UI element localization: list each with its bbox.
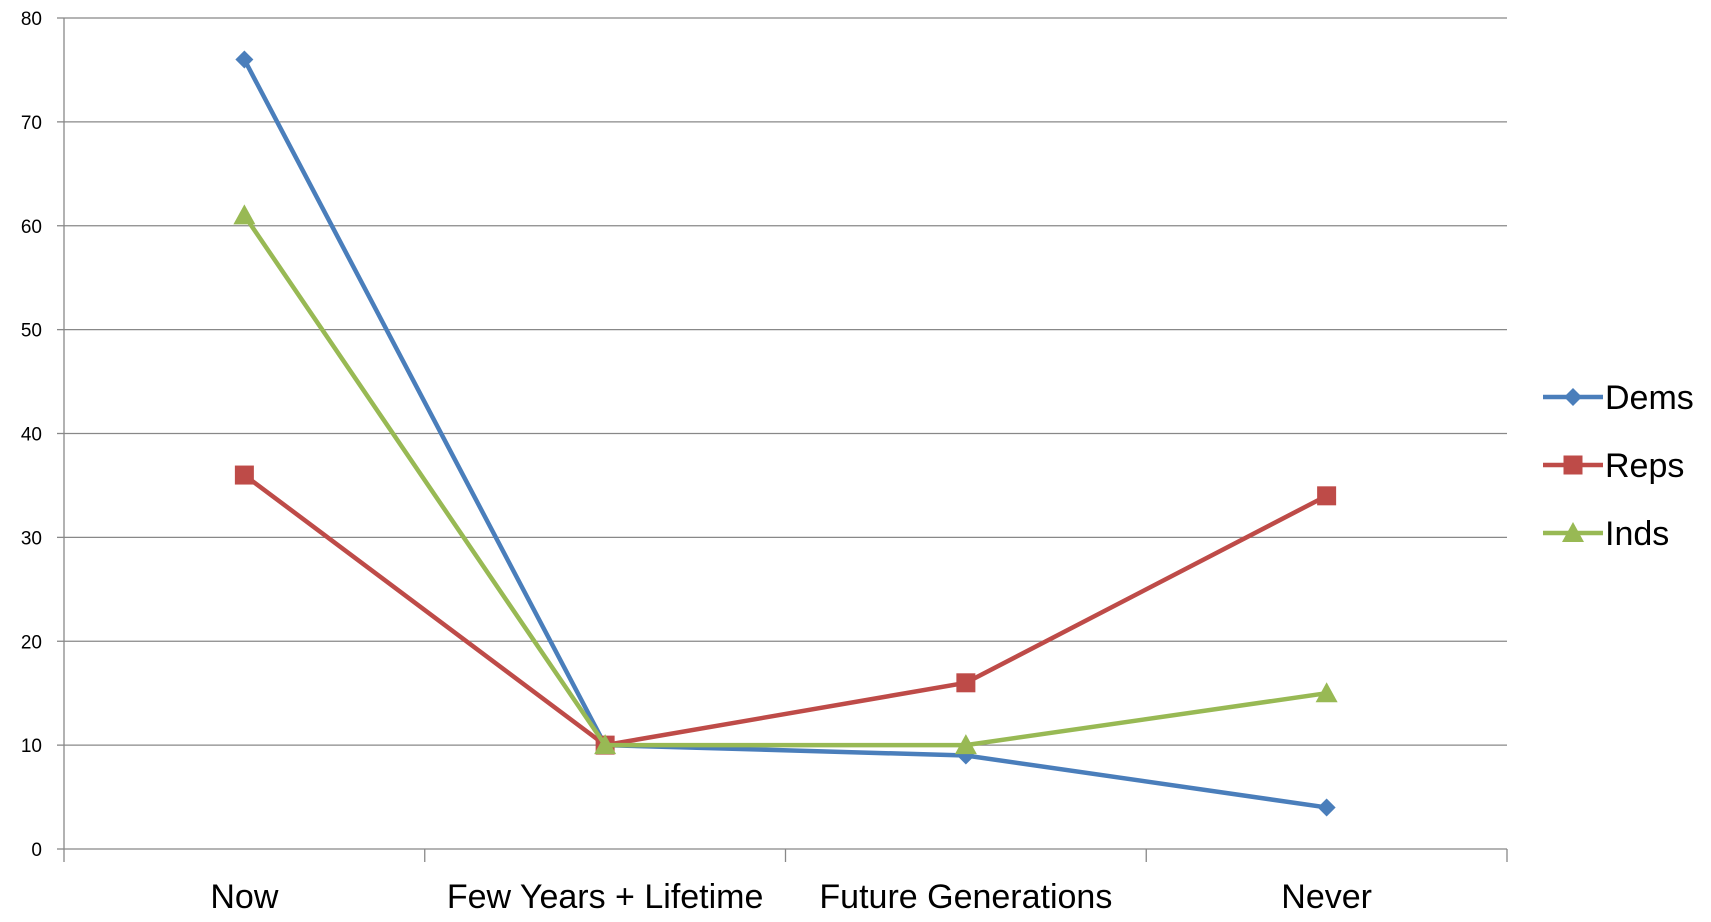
legend-label: Reps xyxy=(1605,447,1684,485)
y-tick-label: 30 xyxy=(21,528,42,549)
axes xyxy=(57,17,1508,862)
data-point xyxy=(1315,682,1338,703)
data-point xyxy=(1562,522,1584,542)
series-line xyxy=(242,214,1327,748)
y-tick-label: 50 xyxy=(21,321,42,342)
data-point xyxy=(233,204,256,225)
data-point xyxy=(1317,798,1336,817)
y-tick-label: 60 xyxy=(21,217,42,238)
y-tick-label: 40 xyxy=(21,425,42,446)
legend-item-inds: Inds xyxy=(1543,515,1669,553)
x-axis-ticks: Now Few Years + Lifetime Future Generation… xyxy=(210,878,1372,916)
series-lines xyxy=(233,50,1338,817)
x-tick-label: Few Years + Lifetime xyxy=(447,878,764,916)
legend-label: Inds xyxy=(1605,515,1669,553)
data-point xyxy=(234,465,254,485)
series-inds xyxy=(233,204,1338,755)
y-tick-label: 0 xyxy=(31,840,42,861)
data-point xyxy=(954,734,977,755)
data-point xyxy=(1317,486,1337,506)
gridlines xyxy=(64,17,1507,746)
series-line xyxy=(243,473,1328,748)
data-point xyxy=(1564,388,1582,406)
y-tick-label: 70 xyxy=(21,113,42,134)
data-point xyxy=(235,50,254,69)
x-tick-label: Never xyxy=(1281,878,1372,916)
y-tick-label: 80 xyxy=(21,9,42,30)
y-tick-label: 10 xyxy=(21,736,42,757)
y-tick-label: 20 xyxy=(21,632,42,653)
y-axis-ticks: 0 10 20 30 40 50 60 70 80 xyxy=(21,9,42,861)
x-tick-label: Now xyxy=(210,878,278,916)
series-reps xyxy=(234,465,1337,755)
x-tick-label: Future Generations xyxy=(819,878,1112,916)
legend-label: Dems xyxy=(1605,379,1694,417)
data-point xyxy=(594,734,617,755)
data-point xyxy=(956,673,976,693)
series-line xyxy=(242,58,1327,810)
legend: Dems Reps Inds xyxy=(1543,379,1694,553)
data-point xyxy=(1563,455,1583,475)
legend-item-dems: Dems xyxy=(1543,379,1694,417)
legend-item-reps: Reps xyxy=(1543,447,1684,485)
